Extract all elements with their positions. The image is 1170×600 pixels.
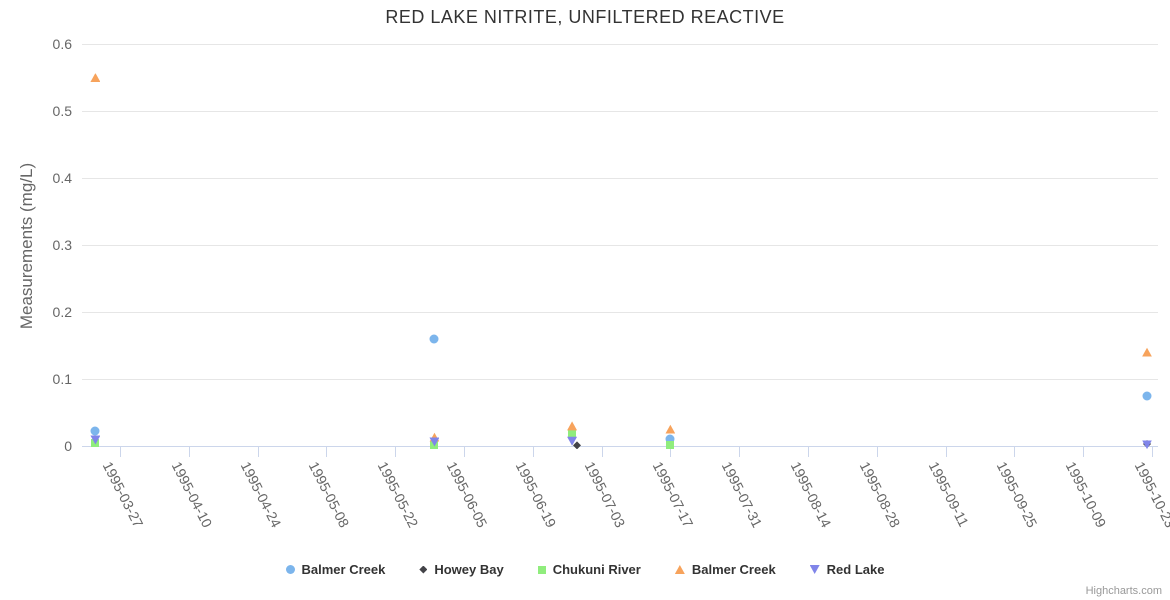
x-axis-tick xyxy=(945,447,947,457)
x-axis-line xyxy=(82,446,1158,447)
y-gridline xyxy=(82,178,1158,179)
legend-label: Balmer Creek xyxy=(301,562,386,577)
triangle-down-icon xyxy=(809,565,820,574)
legend-label: Chukuni River xyxy=(552,562,641,577)
point-red-lake[interactable] xyxy=(1142,440,1153,450)
x-axis-tick xyxy=(463,447,465,457)
x-axis-tick xyxy=(670,447,672,457)
x-axis-tick-label: 1995-09-11 xyxy=(925,459,972,530)
chart-title: RED LAKE NITRITE, UNFILTERED REACTIVE xyxy=(385,7,785,27)
x-axis-tick-label: 1995-04-10 xyxy=(168,459,216,531)
x-axis-tick xyxy=(739,447,741,457)
point-red-lake[interactable] xyxy=(429,437,440,447)
x-axis-tick xyxy=(120,447,121,457)
point-balmer-creek[interactable] xyxy=(429,432,440,442)
y-axis-tick-label: 0.6 xyxy=(52,36,72,52)
x-axis-tick xyxy=(257,447,259,457)
square-icon xyxy=(537,565,546,574)
x-axis-tick xyxy=(601,447,603,457)
point-balmer-creek[interactable] xyxy=(665,424,676,434)
x-axis-tick-label: 1995-03-27 xyxy=(99,459,147,531)
x-axis-tick-label: 1995-04-24 xyxy=(237,459,285,531)
point-balmer-creek[interactable] xyxy=(1142,347,1153,357)
legend-item-chukuni-river[interactable]: Chukuni River xyxy=(537,562,641,577)
point-balmer-creek[interactable] xyxy=(90,426,100,436)
x-axis-tick-label: 1995-06-05 xyxy=(443,459,491,531)
x-axis-tick-label: 1995-09-25 xyxy=(994,459,1041,531)
x-axis-tick xyxy=(807,447,809,457)
x-axis-tick-label: 1995-07-03 xyxy=(581,459,629,531)
y-axis-tick-label: 0.3 xyxy=(52,237,72,253)
x-axis-tick xyxy=(532,447,534,457)
x-axis-tick-label: 1995-08-14 xyxy=(787,459,835,531)
circle-icon xyxy=(285,565,295,574)
y-axis-tick-label: 0.5 xyxy=(52,103,72,119)
point-balmer-creek[interactable] xyxy=(1142,391,1152,401)
x-axis-tick-label: 1995-05-22 xyxy=(374,459,422,531)
legend-label: Red Lake xyxy=(826,562,885,577)
x-axis-tick-label: 1995-05-08 xyxy=(306,459,353,531)
y-axis-tick-label: 0 xyxy=(64,438,72,454)
y-gridline xyxy=(82,312,1158,313)
x-axis-tick xyxy=(876,447,878,457)
point-red-lake[interactable] xyxy=(90,435,101,445)
legend-label: Howey Bay xyxy=(434,562,504,577)
point-howey-bay[interactable] xyxy=(573,441,581,450)
point-chukuni-river[interactable] xyxy=(568,429,577,438)
point-red-lake[interactable] xyxy=(567,436,578,446)
x-axis-tick-label: 1995-10-23 xyxy=(1131,459,1170,531)
x-axis-tick xyxy=(1151,447,1153,457)
point-balmer-creek[interactable] xyxy=(429,334,439,344)
point-balmer-creek[interactable] xyxy=(567,421,578,431)
legend-item-red-lake[interactable]: Red Lake xyxy=(809,562,885,577)
x-axis-tick-label: 1995-07-17 xyxy=(650,459,697,531)
y-gridline xyxy=(82,245,1158,246)
highcharts-credit[interactable]: Highcharts.com xyxy=(1085,585,1162,597)
y-gridline xyxy=(82,379,1158,380)
x-axis-tick xyxy=(326,447,328,457)
y-gridline xyxy=(82,111,1158,112)
y-gridline xyxy=(82,44,1158,45)
y-axis-tick-label: 0.4 xyxy=(52,170,72,186)
point-balmer-creek[interactable] xyxy=(665,434,675,444)
point-balmer-creek[interactable] xyxy=(90,73,101,82)
x-axis-tick xyxy=(188,447,190,457)
y-axis-tick-label: 0.2 xyxy=(52,304,72,320)
legend-item-howey-bay[interactable]: Howey Bay xyxy=(419,562,504,577)
legend: Balmer Creek Howey Bay Chukuni River Balmer… xyxy=(0,562,1170,577)
x-axis-tick xyxy=(395,447,397,457)
point-chukuni-river[interactable] xyxy=(666,440,675,449)
y-axis-tick-label: 0.1 xyxy=(52,371,72,387)
x-axis-tick xyxy=(1014,447,1016,457)
legend-item-balmer-creek[interactable]: Balmer Creek xyxy=(674,562,776,577)
x-axis-tick-label: 1995-08-28 xyxy=(856,459,904,531)
legend-item-balmer-creek[interactable]: Balmer Creek xyxy=(285,562,386,577)
x-axis-tick xyxy=(1083,447,1085,457)
diamond-icon xyxy=(419,565,428,574)
triangle-icon xyxy=(674,565,685,574)
x-axis-tick-label: 1995-10-09 xyxy=(1062,459,1110,531)
legend-label: Balmer Creek xyxy=(691,562,776,577)
x-axis-tick-label: 1995-06-19 xyxy=(512,459,560,531)
x-axis-tick-label: 1995-07-31 xyxy=(718,459,766,531)
